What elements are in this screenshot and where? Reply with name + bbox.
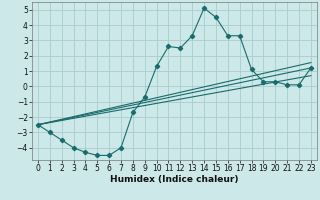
X-axis label: Humidex (Indice chaleur): Humidex (Indice chaleur) xyxy=(110,175,239,184)
